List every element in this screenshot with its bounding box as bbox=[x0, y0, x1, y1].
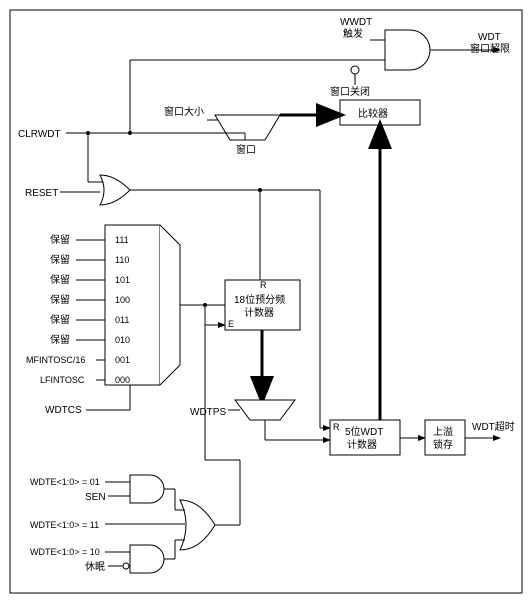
window-label: 窗口 bbox=[236, 143, 256, 156]
r1: 保留 bbox=[50, 253, 70, 266]
prescaler-E: E bbox=[228, 319, 234, 329]
sen: SEN bbox=[85, 492, 106, 503]
comparator-label: 比较器 bbox=[358, 107, 388, 120]
r0: 保留 bbox=[50, 233, 70, 246]
clrwdt-label: CLRWDT bbox=[18, 129, 61, 140]
clock-mux bbox=[105, 225, 160, 385]
wdte11: WDTE<1:0> = 11 bbox=[30, 520, 99, 530]
win-size-label: 窗口大小 bbox=[164, 105, 204, 118]
r5: 保留 bbox=[50, 333, 70, 346]
ovf2: 锁存 bbox=[433, 438, 453, 451]
prescaler-R: R bbox=[260, 280, 267, 290]
b010: 010 bbox=[115, 335, 130, 345]
b110: 110 bbox=[115, 255, 129, 265]
b111: 111 bbox=[115, 235, 129, 245]
lfintosc: LFINTOSC bbox=[40, 375, 85, 385]
b100: 100 bbox=[115, 295, 130, 305]
prescaler-l2: 计数器 bbox=[244, 306, 274, 319]
r2: 保留 bbox=[50, 273, 70, 286]
b000: 000 bbox=[115, 375, 130, 385]
wdte01: WDTE<1:0> = 01 bbox=[30, 477, 100, 487]
trigger-label: 触发 bbox=[343, 27, 363, 40]
reset-label: RESET bbox=[25, 188, 58, 199]
wdte10: WDTE<1:0> = 10 bbox=[30, 547, 100, 557]
wdtcs: WDTCS bbox=[45, 405, 82, 416]
wdt-timeout: WDT超时 bbox=[472, 420, 515, 433]
wwdt-label: WWDT bbox=[340, 17, 372, 28]
wdt-win-over-1: WDT bbox=[478, 32, 501, 43]
prescaler-l1: 18位预分频 bbox=[234, 293, 285, 306]
sleep: 休眠 bbox=[85, 561, 105, 573]
b011: 011 bbox=[115, 315, 129, 325]
win-close-label: 窗口关闭 bbox=[330, 85, 370, 98]
mfintosc: MFINTOSC/16 bbox=[26, 355, 85, 365]
r4: 保留 bbox=[50, 313, 70, 326]
b001: 001 bbox=[115, 355, 130, 365]
wdtcnt-R: R bbox=[333, 422, 340, 432]
wdtps-label: WDTPS bbox=[190, 407, 226, 418]
wdtcnt-l1: 5位WDT bbox=[345, 425, 383, 438]
wdtcnt-l2: 计数器 bbox=[347, 438, 377, 451]
ovf1: 上溢 bbox=[433, 425, 453, 438]
r3: 保留 bbox=[50, 293, 70, 306]
wdt-win-over-2: 窗口超限 bbox=[470, 42, 510, 55]
b101: 101 bbox=[115, 275, 130, 285]
